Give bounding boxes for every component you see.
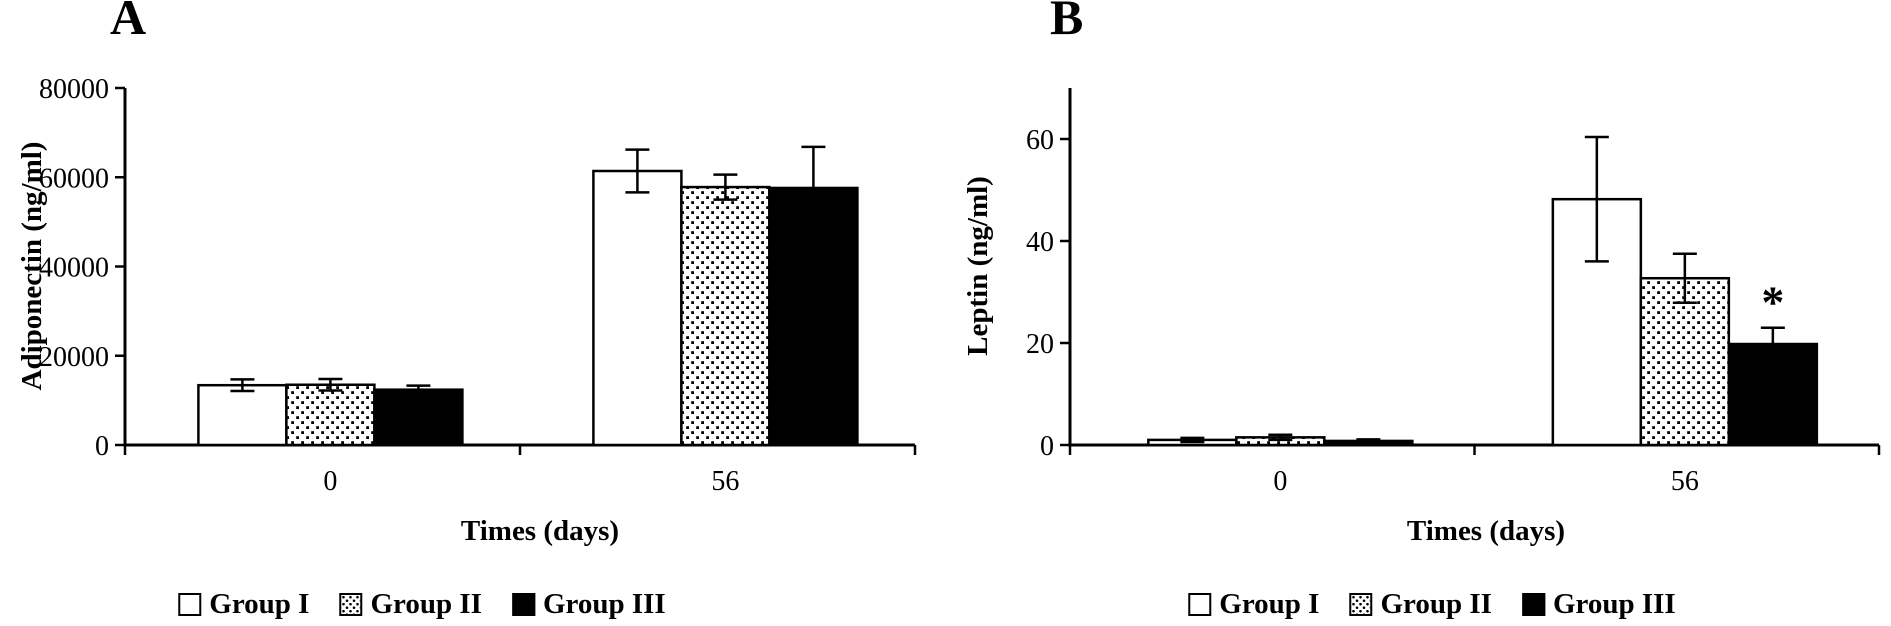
y-tick-label: 60000 [39, 163, 109, 194]
category-label: 56 [1671, 466, 1699, 497]
y-tick-label: 20 [1026, 329, 1054, 360]
x-axis-title: Times (days) [460, 515, 620, 547]
legend: Group I Group II Group III [178, 588, 666, 620]
leptin-bar-chart: 0 20 40 60 0 56 * [1026, 88, 1881, 497]
legend-item-group2: Group II [339, 588, 482, 620]
bar-group-iii-t56 [768, 186, 859, 447]
legend-item-group2: Group II [1349, 588, 1492, 620]
legend-item-group3: Group III [511, 588, 666, 620]
y-tick-label: 80000 [39, 74, 109, 105]
legend-label: Group II [1380, 588, 1492, 620]
significance-asterisk: * [1761, 277, 1784, 328]
y-tick-label: 40000 [39, 253, 109, 284]
legend-label: Group II [370, 588, 482, 620]
bar-group-ii-t56 [680, 185, 771, 447]
panel-label-b: B [1050, 0, 1084, 45]
legend-item-group1: Group I [1188, 588, 1319, 620]
bar-group-iii-t0 [1323, 439, 1414, 447]
panel-label-a: A [110, 0, 147, 45]
legend-item-group1: Group I [178, 588, 309, 620]
bar-group-iii-t0 [373, 388, 464, 447]
bar-group-i-t0 [197, 383, 288, 447]
y-tick-label: 0 [1040, 431, 1054, 462]
white-swatch-icon [1188, 592, 1212, 616]
y-tick-label: 0 [95, 431, 109, 462]
legend: Group I Group II Group III [1188, 588, 1676, 620]
category-label: 0 [1273, 466, 1287, 497]
black-swatch-icon [511, 592, 535, 616]
legend-item-group3: Group III [1521, 588, 1676, 620]
bar-group-ii-t0 [285, 383, 376, 447]
category-label: 56 [711, 466, 739, 497]
dotted-swatch-icon [1349, 592, 1373, 616]
legend-label: Group III [542, 588, 666, 620]
y-tick-label: 20000 [39, 342, 109, 373]
legend-label: Group III [1552, 588, 1676, 620]
legend-label: Group I [209, 588, 310, 620]
y-tick-label: 40 [1026, 227, 1054, 258]
adiponectin-bar-chart: 0 20000 40000 60000 80000 0 56 [39, 74, 917, 497]
white-swatch-icon [178, 592, 202, 616]
y-tick-label: 60 [1026, 125, 1054, 156]
panel-adiponectin: A Adiponectin (ng/ml) 0 20000 40000 60000 80… [0, 0, 945, 626]
bar-group-i-t56 [592, 169, 683, 447]
panel-leptin: B Leptin (ng/ml) 0 20 40 60 0 56 * Times (days… [946, 0, 1891, 626]
legend-label: Group I [1219, 588, 1320, 620]
bar-group-iii-t56 [1727, 342, 1819, 447]
black-swatch-icon [1521, 592, 1545, 616]
category-label: 0 [323, 466, 337, 497]
x-axis-title: Times (days) [1406, 515, 1566, 547]
dotted-swatch-icon [339, 592, 363, 616]
